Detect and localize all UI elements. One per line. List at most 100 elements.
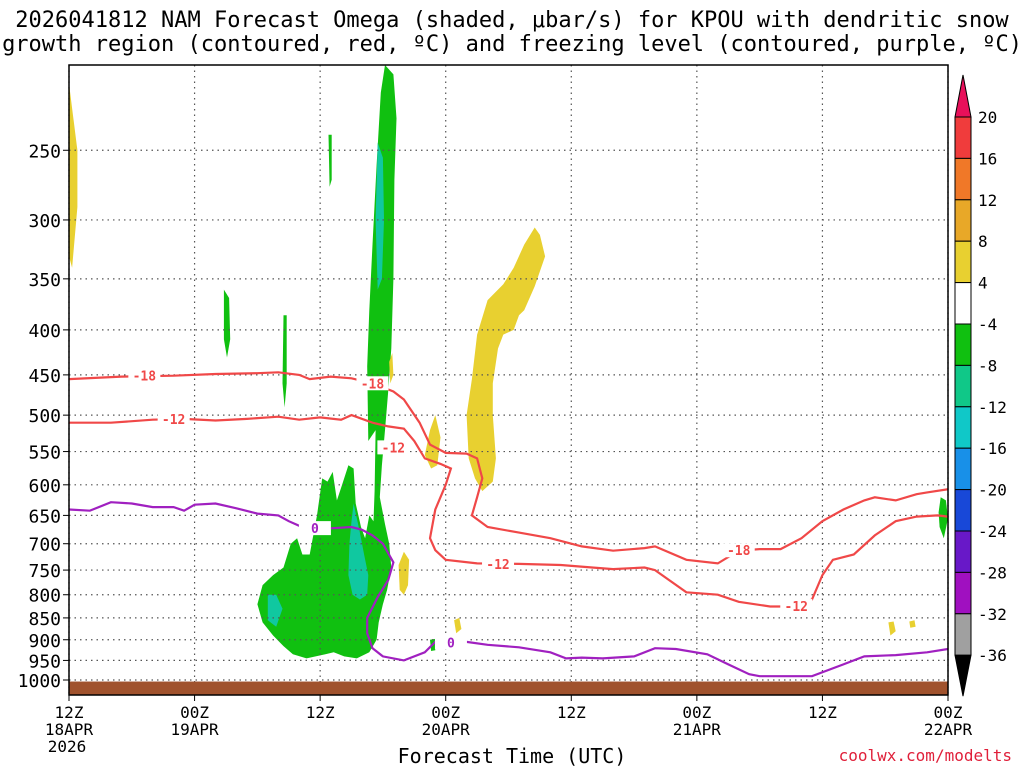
- y-tick-label-700: 700: [28, 535, 61, 556]
- x-tick-label-0-0: 12Z: [55, 703, 84, 722]
- contour-0: [69, 371, 948, 565]
- colorbar-label-4: 4: [978, 274, 988, 293]
- colorbar-segment-7: [954, 364, 972, 408]
- omega-region-7: [267, 594, 283, 627]
- y-tick-label-450: 450: [28, 366, 61, 387]
- y-tick-label-350: 350: [28, 270, 61, 291]
- omega-region-14: [888, 621, 896, 636]
- x-tick-label-60-0: 00Z: [682, 703, 711, 722]
- omega-region-10: [282, 315, 287, 408]
- colorbar-segment-5: [954, 282, 972, 325]
- omega-region-2: [424, 415, 441, 469]
- x-tick-label-60-1: 21APR: [673, 720, 722, 739]
- colorbar-segment-4: [954, 240, 972, 284]
- chart-title-line-1: 2026041812 NAM Forecast Omega (shaded, μ…: [15, 8, 1009, 33]
- chart-title-line-2: growth region (contoured, red, ºC) and f…: [2, 32, 1022, 57]
- contour-label-bg-1: [356, 376, 389, 391]
- contour-label-4: -12: [382, 441, 405, 456]
- colorbar-segment-10: [954, 489, 972, 532]
- y-tick-label-1000: 1000: [18, 671, 61, 692]
- contour-label-bg-4: [377, 440, 410, 455]
- colorbar-label-7: -12: [978, 398, 1007, 417]
- colorbar-top-triangle: [954, 74, 972, 118]
- colorbar-label-8: -16: [978, 439, 1007, 458]
- colorbar-label-9: -20: [978, 481, 1007, 500]
- colorbar-segment-2: [954, 157, 972, 201]
- omega-region-1: [466, 227, 546, 492]
- y-tick-label-500: 500: [28, 406, 61, 427]
- y-tick-label-650: 650: [28, 506, 61, 527]
- contour-label-bg-7: [298, 521, 331, 536]
- omega-region-3: [398, 551, 410, 595]
- contour-label-2: -18: [727, 544, 751, 559]
- x-tick-label-0-2: 2026: [48, 737, 87, 756]
- colorbar-label-0: 20: [978, 108, 997, 127]
- omega-region-0: [69, 83, 78, 268]
- contour-label-7: 0: [311, 522, 319, 537]
- x-axis-label: Forecast Time (UTC): [397, 744, 627, 768]
- omega-region-5: [375, 142, 384, 290]
- contour-label-bg-0: [128, 368, 161, 383]
- x-tick-label-72-0: 12Z: [808, 703, 837, 722]
- colorbar-label-13: -36: [978, 646, 1007, 665]
- contour-2: [69, 501, 948, 678]
- contour-1: [69, 413, 948, 608]
- colorbar-label-12: -32: [978, 605, 1007, 624]
- colorbar-segment-13: [954, 613, 972, 656]
- x-tick-label-84-1: 22APR: [924, 720, 973, 739]
- credit-link[interactable]: coolwx.com/modelts: [838, 746, 1012, 765]
- y-tick-label-750: 750: [28, 561, 61, 582]
- contour-label-bg-6: [780, 599, 813, 614]
- x-tick-label-84-0: 00Z: [934, 703, 963, 722]
- y-tick-label-950: 950: [28, 651, 61, 672]
- colorbar-label-6: -8: [978, 356, 997, 375]
- x-tick-label-36-1: 20APR: [422, 720, 471, 739]
- omega-region-11: [938, 497, 948, 539]
- contour-label-bg-2: [722, 543, 755, 558]
- colorbar-label-2: 12: [978, 191, 997, 210]
- colorbar-segment-3: [954, 199, 972, 242]
- colorbar-segment-8: [954, 406, 972, 449]
- y-tick-label-800: 800: [28, 586, 61, 607]
- x-tick-label-36-0: 00Z: [431, 703, 460, 722]
- omega-region-8: [328, 134, 332, 187]
- contour-label-1: -18: [361, 377, 385, 392]
- colorbar-segment-9: [954, 447, 972, 491]
- colorbar-segment-1: [954, 116, 972, 159]
- colorbar-segment-6: [954, 323, 972, 366]
- colorbar-label-11: -28: [978, 563, 1007, 582]
- y-tick-label-850: 850: [28, 609, 61, 630]
- y-tick-label-250: 250: [28, 141, 61, 162]
- omega-region-9: [223, 289, 231, 358]
- colorbar-label-3: 8: [978, 232, 988, 251]
- x-tick-label-12-0: 00Z: [180, 703, 209, 722]
- contour-label-0: -18: [133, 370, 157, 385]
- contour-label-5: -12: [486, 558, 509, 573]
- y-tick-label-600: 600: [28, 476, 61, 497]
- contour-label-bg-3: [157, 411, 190, 426]
- colorbar-label-10: -24: [978, 522, 1007, 541]
- contour-label-bg-5: [482, 556, 515, 571]
- contour-label-3: -12: [162, 413, 185, 428]
- y-tick-label-900: 900: [28, 631, 61, 652]
- colorbar-label-1: 16: [978, 149, 997, 168]
- plot-frame: [68, 64, 949, 696]
- x-tick-label-48-0: 12Z: [557, 703, 586, 722]
- omega-region-15: [909, 620, 916, 628]
- colorbar-bottom-triangle: [954, 654, 972, 697]
- x-tick-label-24-0: 12Z: [306, 703, 335, 722]
- colorbar-segment-12: [954, 571, 972, 615]
- y-tick-label-300: 300: [28, 211, 61, 232]
- colorbar-label-5: -4: [978, 315, 997, 334]
- terrain-surface: [69, 681, 948, 695]
- contour-label-6: -12: [785, 600, 808, 615]
- omega-region-16: [389, 353, 394, 384]
- y-tick-label-400: 400: [28, 321, 61, 342]
- contour-label-8: 0: [447, 636, 455, 651]
- contour-label-bg-8: [434, 635, 467, 650]
- omega-region-4: [257, 65, 397, 659]
- colorbar-segment-11: [954, 530, 972, 573]
- omega-region-13: [454, 617, 462, 634]
- x-tick-label-12-1: 19APR: [170, 720, 219, 739]
